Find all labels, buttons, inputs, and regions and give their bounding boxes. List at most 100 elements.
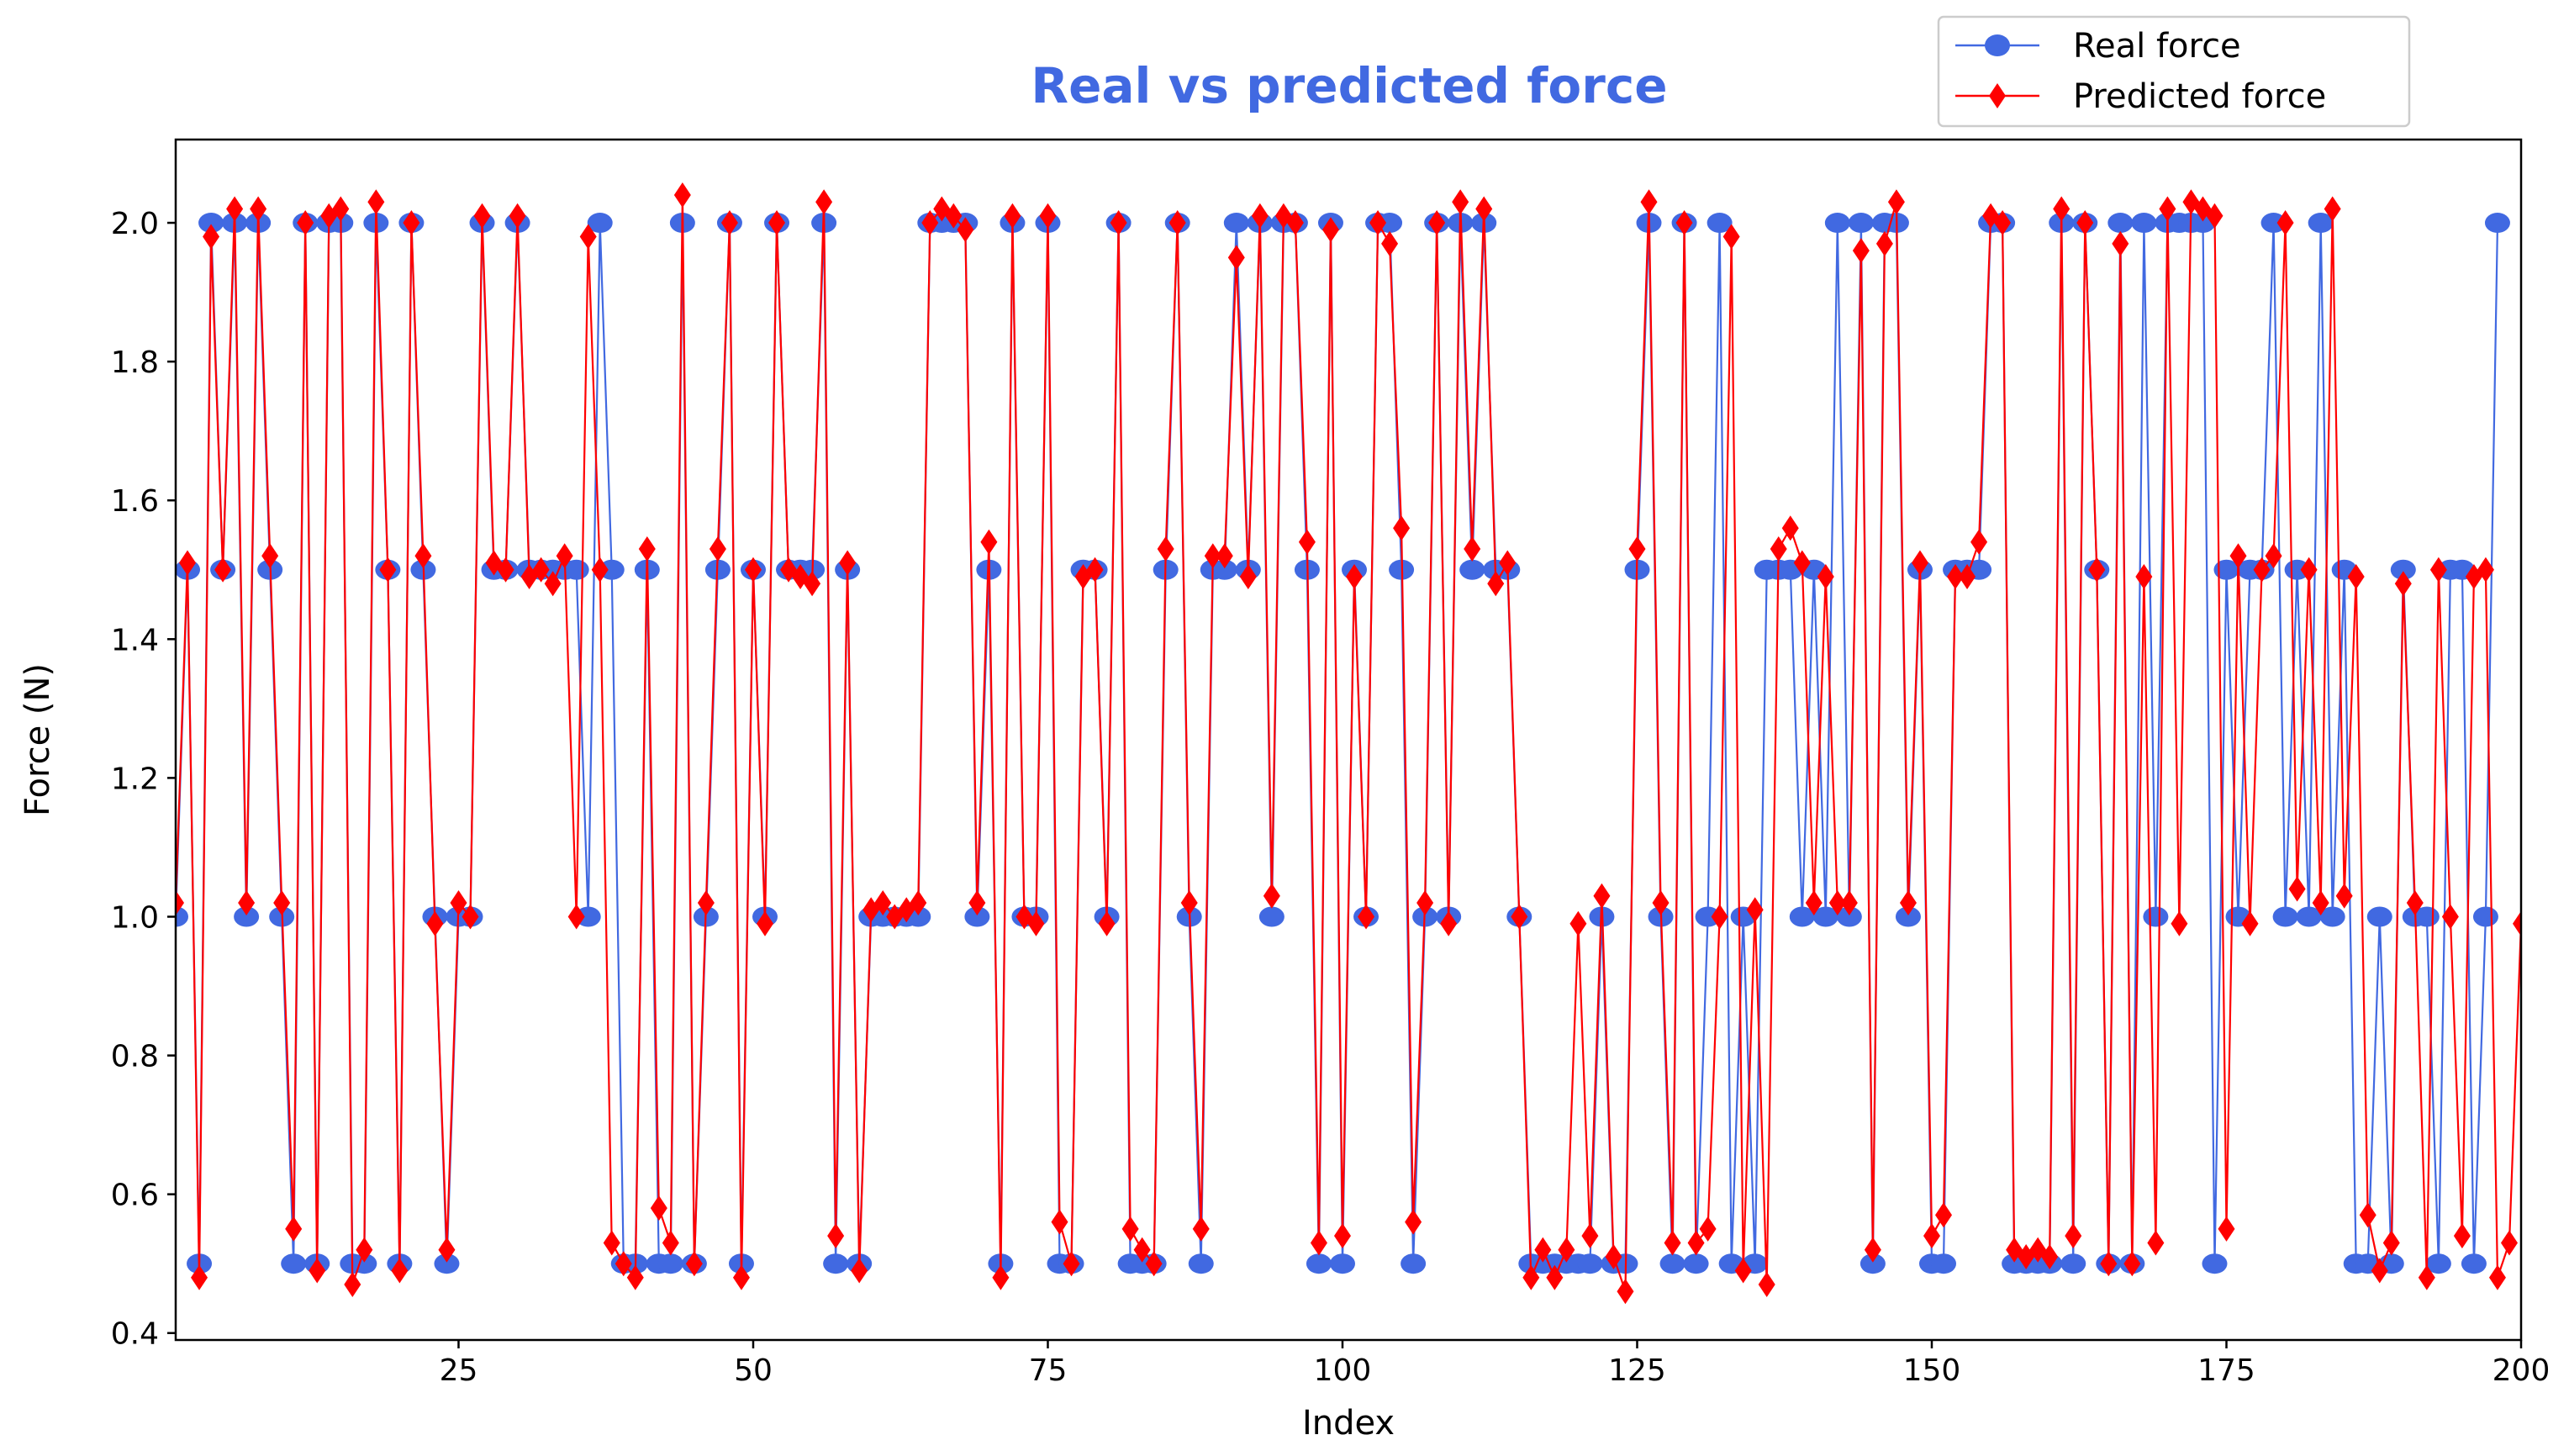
predicted-force-point bbox=[1959, 564, 1976, 590]
y-tick-label: 1.0 bbox=[111, 900, 159, 935]
predicted-force-point bbox=[2088, 557, 2106, 583]
predicted-force-point bbox=[2147, 1230, 2165, 1256]
predicted-force-point bbox=[179, 550, 197, 576]
predicted-force-point bbox=[1899, 889, 1917, 915]
predicted-force-point bbox=[214, 557, 232, 583]
predicted-force-point bbox=[1994, 210, 2012, 236]
x-tick-label: 125 bbox=[1608, 1353, 1666, 1388]
predicted-force-point bbox=[1793, 550, 1811, 576]
predicted-force-point bbox=[1180, 889, 1198, 915]
predicted-force-point bbox=[768, 210, 786, 236]
real-force-point bbox=[1824, 213, 1850, 234]
real-force-point bbox=[2213, 559, 2239, 580]
real-force-point bbox=[1848, 213, 1874, 234]
plot-frame bbox=[174, 138, 2523, 1342]
predicted-force-point bbox=[685, 1251, 703, 1277]
predicted-force-point bbox=[462, 904, 479, 930]
predicted-force-point bbox=[426, 910, 444, 936]
predicted-force-point bbox=[379, 557, 397, 583]
predicted-force-point bbox=[1640, 189, 1658, 215]
predicted-force-point bbox=[438, 1237, 456, 1263]
predicted-force-point bbox=[933, 196, 951, 222]
real-force-point bbox=[234, 906, 260, 927]
predicted-force-point bbox=[1086, 557, 1104, 583]
predicted-force-point bbox=[1628, 536, 1646, 562]
predicted-force-point bbox=[579, 224, 597, 250]
predicted-force-point bbox=[732, 1264, 750, 1290]
predicted-force-point bbox=[1522, 1264, 1540, 1290]
predicted-force-point bbox=[874, 889, 892, 915]
real-force-point bbox=[2107, 213, 2134, 234]
predicted-force-point bbox=[1263, 883, 1280, 909]
predicted-force-point bbox=[851, 1258, 868, 1284]
predicted-force-point bbox=[2053, 196, 2070, 222]
x-tick-label: 50 bbox=[734, 1353, 773, 1388]
real-force-point bbox=[2308, 213, 2334, 234]
predicted-force-point bbox=[2453, 1223, 2471, 1249]
predicted-force-point bbox=[309, 1258, 326, 1284]
predicted-force-point bbox=[320, 203, 338, 229]
real-force-point bbox=[2425, 1253, 2451, 1274]
predicted-force-point bbox=[1381, 230, 1399, 256]
real-force-point bbox=[1306, 1253, 1332, 1274]
predicted-force-point bbox=[1923, 1223, 1940, 1249]
predicted-force-markers bbox=[176, 182, 2521, 1305]
predicted-force-point bbox=[509, 203, 526, 229]
predicted-force-point bbox=[603, 1230, 620, 1256]
real-force-point bbox=[1188, 1253, 1214, 1274]
predicted-force-point bbox=[2100, 1251, 2118, 1277]
predicted-force-point bbox=[1464, 536, 1481, 562]
real-force-point bbox=[281, 1253, 307, 1274]
real-force-point bbox=[1223, 213, 1249, 234]
predicted-force-point bbox=[968, 889, 986, 915]
predicted-force-point bbox=[1675, 210, 1693, 236]
predicted-force-point bbox=[403, 210, 420, 236]
y-tick-label: 0.4 bbox=[111, 1317, 159, 1352]
predicted-force-point bbox=[2171, 910, 2188, 936]
real-force-point bbox=[2366, 906, 2392, 927]
real-force-point bbox=[176, 906, 188, 927]
predicted-force-point bbox=[497, 557, 514, 583]
predicted-force-point bbox=[1321, 217, 1339, 243]
predicted-force-point bbox=[662, 1230, 679, 1256]
predicted-force-point bbox=[1310, 1230, 1327, 1256]
predicted-force-point bbox=[1652, 889, 1670, 915]
real-force-point bbox=[587, 213, 613, 234]
predicted-force-point bbox=[921, 210, 939, 236]
real-force-point bbox=[1859, 1253, 1886, 1274]
x-axis-title: Index bbox=[1302, 1404, 1395, 1443]
predicted-force-point bbox=[261, 543, 279, 569]
predicted-force-point bbox=[1168, 210, 1186, 236]
predicted-force-point bbox=[1970, 529, 1988, 555]
predicted-force-point bbox=[1617, 1279, 1634, 1305]
x-tick-label: 175 bbox=[2197, 1353, 2255, 1388]
predicted-force-point bbox=[1487, 571, 1505, 597]
predicted-force-point bbox=[2041, 1243, 2059, 1269]
predicted-force-point bbox=[1911, 550, 1928, 576]
legend-box bbox=[1937, 15, 2411, 128]
predicted-force-point bbox=[2418, 1264, 2435, 1290]
predicted-force-point bbox=[473, 203, 491, 229]
predicted-force-point bbox=[1393, 515, 1411, 541]
predicted-force-point bbox=[1781, 515, 1799, 541]
predicted-force-point bbox=[238, 889, 256, 915]
y-tick-label: 1.2 bbox=[111, 762, 159, 796]
predicted-force-point bbox=[191, 1264, 208, 1290]
predicted-force-point bbox=[615, 1251, 632, 1277]
predicted-force-point bbox=[1664, 1230, 1681, 1256]
real-force-point bbox=[2131, 213, 2157, 234]
legend-predicted-marker bbox=[1989, 83, 2006, 108]
predicted-force-point bbox=[1346, 564, 1364, 590]
legend: Real force Predicted force bbox=[1937, 15, 2411, 128]
predicted-force-point bbox=[2324, 196, 2341, 222]
predicted-force-point bbox=[1405, 1209, 1422, 1235]
predicted-force-point bbox=[673, 182, 691, 208]
real-force-point bbox=[1789, 906, 1815, 927]
predicted-force-point bbox=[1145, 1251, 1163, 1277]
predicted-force-point bbox=[1157, 536, 1174, 562]
predicted-force-point bbox=[1828, 889, 1846, 915]
predicted-force-point bbox=[1475, 196, 1493, 222]
real-force-point bbox=[2260, 213, 2287, 234]
predicted-force-point bbox=[720, 210, 738, 236]
